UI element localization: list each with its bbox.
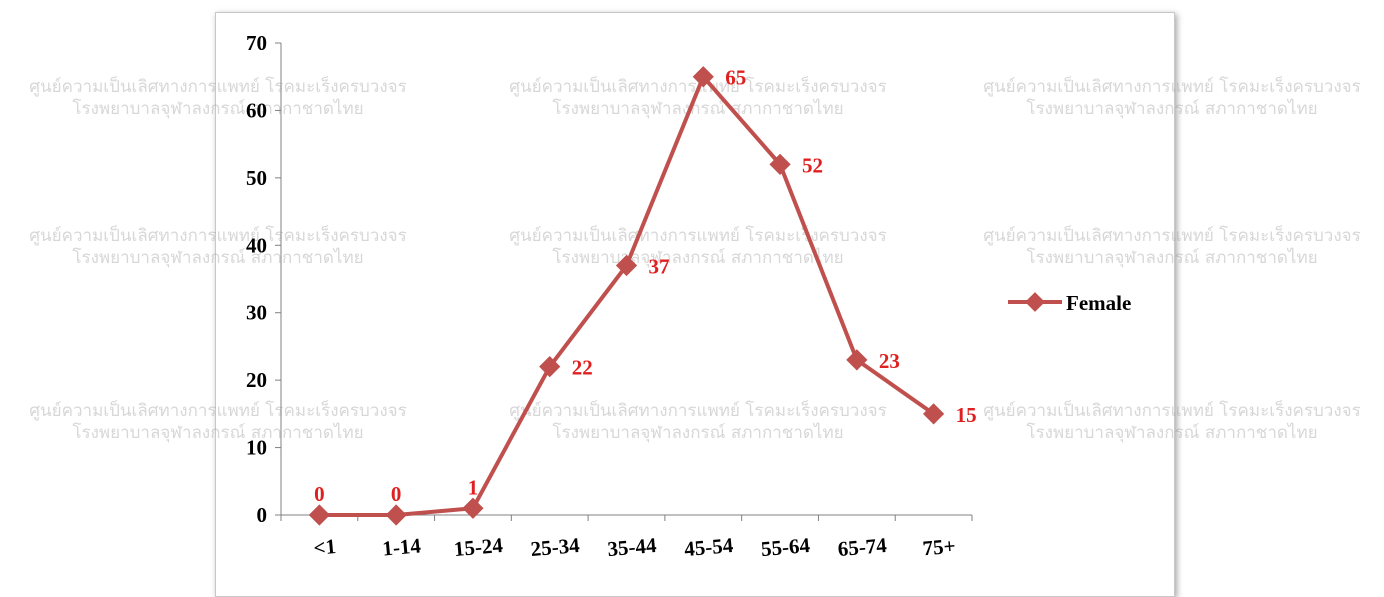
data-point (308, 504, 330, 526)
y-tick-label: 0 (257, 503, 268, 527)
x-tick-label: 75+ (922, 534, 957, 561)
x-tick-label: 35-44 (606, 533, 657, 561)
data-label: 65 (725, 66, 746, 90)
x-tick-label: 65-74 (837, 533, 888, 561)
x-tick-label: 45-54 (683, 533, 734, 561)
data-label: 52 (802, 153, 823, 177)
data-point (769, 153, 791, 175)
legend-marker (1025, 292, 1045, 312)
data-point (615, 254, 638, 277)
y-tick-label: 10 (246, 436, 267, 460)
series-female (308, 66, 945, 526)
data-label: 37 (649, 255, 670, 279)
data-label: 22 (572, 356, 593, 380)
chart-frame (215, 12, 1175, 597)
data-point (923, 403, 945, 425)
x-tick-label: 25-34 (530, 533, 581, 561)
data-point (385, 504, 407, 526)
data-point (692, 66, 714, 88)
x-tick-label: 55-64 (760, 533, 811, 561)
x-tick-label: <1 (313, 534, 337, 560)
x-tick-label: 1-14 (381, 533, 422, 560)
y-tick-label: 50 (246, 166, 267, 190)
y-tick-label: 30 (246, 301, 267, 325)
legend-label: Female (1066, 291, 1131, 315)
axes (280, 43, 972, 516)
data-point (846, 349, 868, 371)
data-label: 23 (879, 349, 900, 373)
data-labels: 0 0 1 22 37 65 52 23 15 (314, 66, 976, 506)
data-label: 1 (468, 475, 479, 499)
y-tick-label: 70 (246, 31, 267, 55)
legend: Female (1008, 291, 1131, 315)
y-tick-label: 40 (246, 233, 267, 257)
data-label: 0 (391, 482, 402, 506)
series-line (319, 74, 935, 517)
y-tick-label: 20 (246, 368, 267, 392)
data-label: 15 (956, 403, 977, 427)
data-label: 0 (314, 482, 325, 506)
x-axis-ticks: <1 1-14 15-24 25-34 35-44 45-54 55-64 65-74 75+ (280, 515, 973, 561)
data-point (462, 497, 484, 519)
data-point (539, 356, 561, 378)
y-axis-ticks: 0 10 20 30 40 50 60 70 (246, 31, 281, 527)
y-tick-label: 60 (246, 98, 267, 122)
x-tick-label: 15-24 (453, 533, 504, 561)
